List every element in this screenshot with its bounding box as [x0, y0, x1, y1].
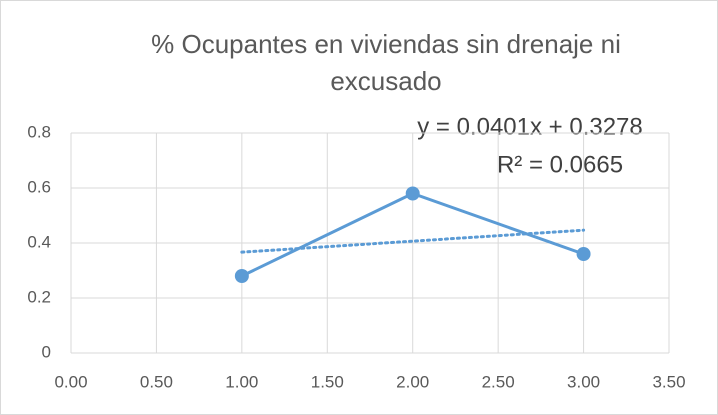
- y-tick-label: 0.2: [27, 287, 51, 306]
- x-tick-label: 1.00: [225, 372, 258, 391]
- y-tick-label: 0.6: [27, 177, 51, 196]
- x-tick-label: 2.50: [482, 372, 515, 391]
- trendline: [240, 228, 586, 254]
- chart-title: excusado: [330, 66, 441, 96]
- y-tick-label: 0.8: [27, 122, 51, 141]
- x-tick-label: 3.50: [652, 372, 685, 391]
- chart-title: % Ocupantes en viviendas sin drenaje ni: [151, 29, 621, 59]
- r-squared: R² = 0.0665: [497, 151, 623, 178]
- x-tick-label: 2.00: [396, 372, 429, 391]
- data-point: [405, 186, 420, 201]
- data-point: [234, 269, 249, 283]
- y-tick-label: 0: [42, 342, 51, 361]
- y-tick-label: 0.4: [27, 232, 51, 251]
- x-tick-label: 1.50: [311, 372, 344, 391]
- x-tick-label: 3.00: [567, 372, 600, 391]
- trendline-equation: y = 0.0401x + 0.3278: [417, 113, 643, 140]
- x-tick-label: 0.50: [140, 372, 173, 391]
- data-point: [576, 247, 591, 261]
- x-tick-label: 0.00: [54, 372, 87, 391]
